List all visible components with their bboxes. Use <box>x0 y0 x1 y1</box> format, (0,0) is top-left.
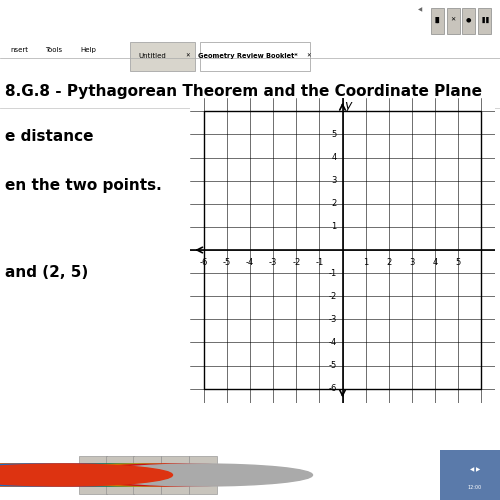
Text: -2: -2 <box>292 258 300 267</box>
Text: ◀ ▶: ◀ ▶ <box>470 468 480 472</box>
Text: 1: 1 <box>332 222 336 232</box>
Text: 4: 4 <box>432 258 438 267</box>
Text: 4: 4 <box>332 153 336 162</box>
Text: -3: -3 <box>328 315 336 324</box>
Bar <box>78 456 106 494</box>
Text: -6: -6 <box>200 258 208 267</box>
Text: nsert: nsert <box>10 47 28 53</box>
Circle shape <box>0 464 122 486</box>
Circle shape <box>92 464 312 486</box>
Text: Geometry Review Booklet*: Geometry Review Booklet* <box>198 53 298 59</box>
Text: -6: -6 <box>328 384 336 393</box>
Bar <box>134 456 162 494</box>
Circle shape <box>0 464 202 486</box>
Text: -3: -3 <box>269 258 278 267</box>
Text: ✕: ✕ <box>450 18 456 22</box>
FancyBboxPatch shape <box>462 8 475 34</box>
Text: -1: -1 <box>328 268 336 278</box>
Text: 1: 1 <box>363 258 368 267</box>
Text: 3: 3 <box>332 176 336 185</box>
Text: Untitled: Untitled <box>138 53 166 59</box>
Bar <box>106 456 134 494</box>
Text: ✕: ✕ <box>306 54 312 59</box>
Text: -4: -4 <box>246 258 254 267</box>
Text: e distance: e distance <box>5 129 94 144</box>
Text: ●: ● <box>466 18 471 22</box>
FancyBboxPatch shape <box>446 8 460 34</box>
FancyBboxPatch shape <box>130 42 195 71</box>
Text: 8.G.8 - Pythagorean Theorem and the Coordinate Plane: 8.G.8 - Pythagorean Theorem and the Coor… <box>5 84 482 99</box>
Text: 5: 5 <box>332 130 336 139</box>
Bar <box>188 456 216 494</box>
FancyBboxPatch shape <box>200 42 310 71</box>
Text: ✕: ✕ <box>185 54 190 59</box>
Circle shape <box>0 464 172 486</box>
Text: ◀: ◀ <box>418 8 422 12</box>
Circle shape <box>0 464 148 486</box>
Text: y: y <box>344 99 352 112</box>
FancyBboxPatch shape <box>431 8 444 34</box>
Circle shape <box>0 464 148 486</box>
Text: -2: -2 <box>328 292 336 300</box>
Text: 3: 3 <box>409 258 414 267</box>
Text: 2: 2 <box>332 200 336 208</box>
Text: ▐▌: ▐▌ <box>433 17 442 23</box>
Text: Tools: Tools <box>45 47 62 53</box>
Bar <box>440 450 500 500</box>
Text: and (2, 5): and (2, 5) <box>5 265 88 280</box>
Text: -5: -5 <box>223 258 231 267</box>
Text: en the two points.: en the two points. <box>5 178 162 193</box>
Circle shape <box>0 464 172 486</box>
Text: 5: 5 <box>456 258 460 267</box>
Circle shape <box>0 464 122 486</box>
Bar <box>161 456 189 494</box>
Circle shape <box>38 464 258 486</box>
Text: ▐▐: ▐▐ <box>479 17 489 23</box>
Text: -4: -4 <box>328 338 336 347</box>
Circle shape <box>10 464 230 486</box>
Circle shape <box>65 464 285 486</box>
Text: -1: -1 <box>316 258 324 267</box>
Text: -5: -5 <box>328 361 336 370</box>
Text: 2: 2 <box>386 258 392 267</box>
FancyBboxPatch shape <box>478 8 490 34</box>
Text: Help: Help <box>80 47 96 53</box>
Text: 12:00: 12:00 <box>468 485 482 490</box>
